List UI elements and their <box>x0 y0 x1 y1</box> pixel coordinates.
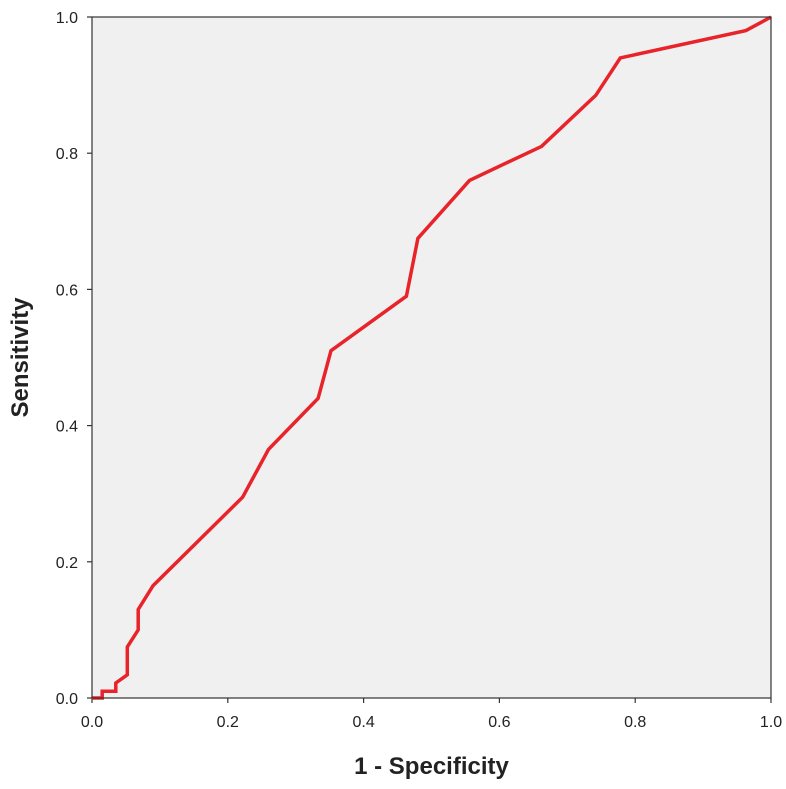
roc-curve <box>92 15 772 700</box>
x-tick-label: 0.0 <box>81 714 103 731</box>
y-tick-label: 1.0 <box>56 10 78 27</box>
x-axis: 0.0 0.2 0.4 0.6 0.8 1.0 <box>81 698 782 731</box>
x-tick-label: 0.6 <box>488 714 510 731</box>
x-tick-label: 0.4 <box>352 714 374 731</box>
y-tick-label: 0.0 <box>56 691 78 708</box>
y-tick-label: 0.8 <box>56 146 78 163</box>
x-tick-label: 0.8 <box>624 714 646 731</box>
y-axis-title: Sensitivity <box>7 297 34 418</box>
y-tick-label: 0.2 <box>56 555 78 572</box>
plot-frame <box>91 16 772 699</box>
plot-area <box>92 17 771 698</box>
y-tick-label: 0.6 <box>56 282 78 299</box>
y-axis: 0.0 0.2 0.4 0.6 0.8 1.0 <box>56 10 92 708</box>
y-tick-label: 0.4 <box>56 419 78 436</box>
x-tick-label: 1.0 <box>760 714 782 731</box>
x-axis-title: 1 - Specificity <box>354 753 509 780</box>
x-tick-label: 0.2 <box>217 714 239 731</box>
